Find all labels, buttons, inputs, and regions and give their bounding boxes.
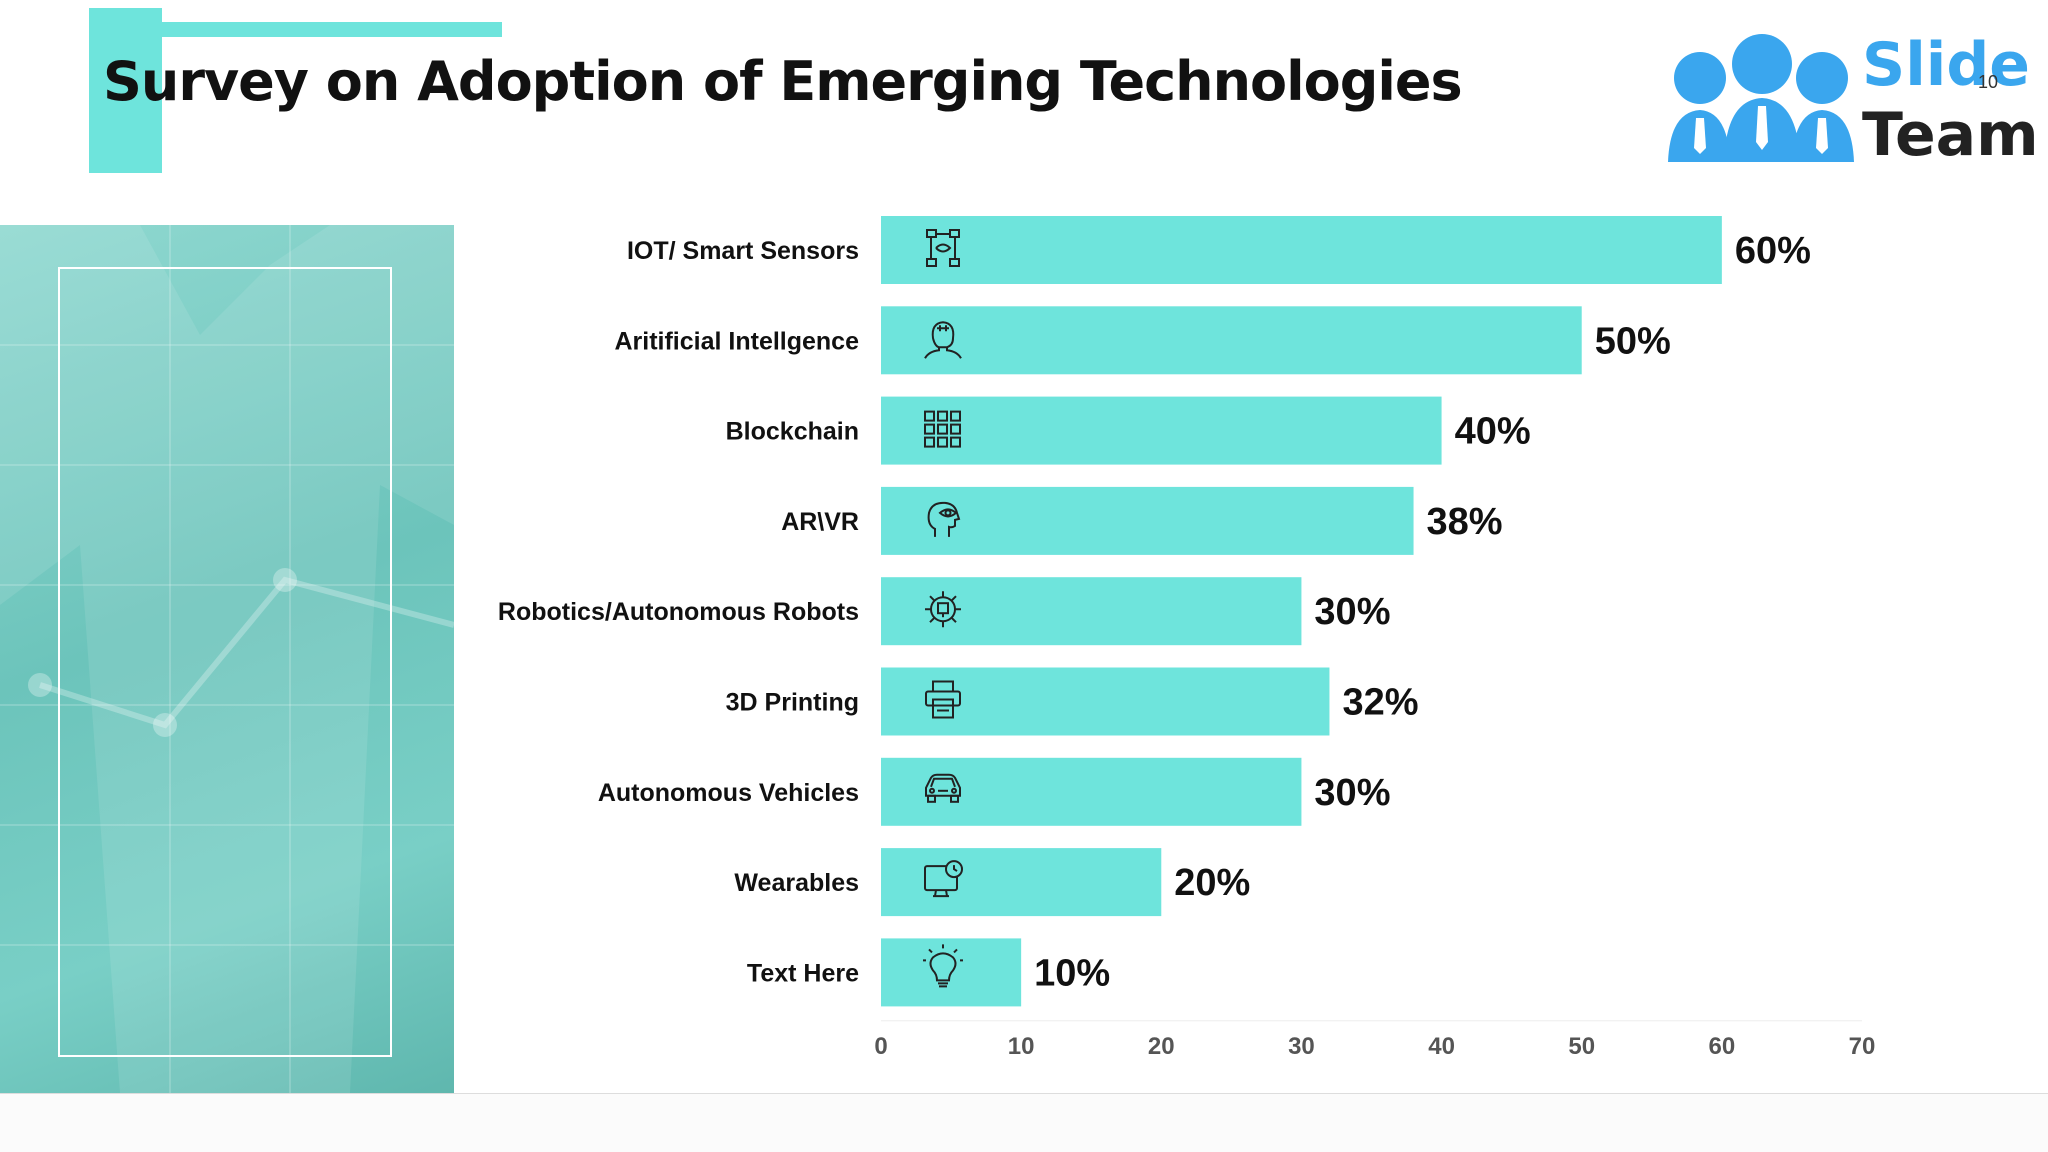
vr-head-eye-icon <box>927 501 961 537</box>
x-tick-label: 50 <box>1568 1033 1595 1060</box>
footer-divider <box>0 1093 2048 1094</box>
x-tick-label: 0 <box>874 1033 887 1060</box>
printer-icon <box>925 680 961 719</box>
slideteam-logo: Slide Team <box>1660 24 2039 174</box>
photo-overlay-graphic <box>0 225 454 1093</box>
value-label: 38% <box>1427 501 1503 543</box>
category-label: Text Here <box>747 959 859 987</box>
x-tick-label: 70 <box>1849 1033 1876 1060</box>
value-label: 20% <box>1174 862 1250 904</box>
bar-6 <box>881 667 1330 736</box>
value-label: 50% <box>1595 320 1671 362</box>
robot-gear-icon <box>925 591 961 628</box>
car-icon <box>925 773 961 803</box>
value-label: 30% <box>1314 591 1390 633</box>
logo-text-team: Team <box>1862 100 2039 170</box>
title-accent-line <box>162 22 502 37</box>
x-tick-label: 20 <box>1148 1033 1175 1060</box>
monitor-clock-icon <box>924 860 963 898</box>
x-tick-label: 40 <box>1428 1033 1455 1060</box>
bar-4 <box>881 486 1414 555</box>
ai-head-icon <box>924 321 962 359</box>
category-label: Robotics/Autonomous Robots <box>498 598 859 626</box>
category-label: AR\VR <box>781 508 859 536</box>
value-label: 32% <box>1342 682 1418 724</box>
value-label: 40% <box>1455 411 1531 453</box>
photo-frame <box>58 267 392 1057</box>
people-logo-icon <box>1668 34 1854 162</box>
x-tick-label: 10 <box>1008 1033 1035 1060</box>
footer-band <box>0 1094 2048 1152</box>
title-accent-block <box>89 8 162 173</box>
x-tick-label: 30 <box>1288 1033 1315 1060</box>
category-label: Aritificial Intellgence <box>614 327 859 355</box>
bar-1 <box>881 216 1722 284</box>
side-photo-businessman <box>0 225 454 1093</box>
value-label: 30% <box>1314 772 1390 814</box>
bar-7 <box>881 757 1302 826</box>
bar-8 <box>881 848 1162 917</box>
network-sensors-icon <box>926 229 960 267</box>
value-label: 60% <box>1735 230 1811 272</box>
category-label: Autonomous Vehicles <box>598 779 859 807</box>
logo-text-slide: Slide <box>1862 30 2030 100</box>
slide-number: 10 <box>1978 72 1999 92</box>
category-label: Wearables <box>734 869 859 897</box>
x-tick-label: 60 <box>1709 1033 1736 1060</box>
value-label: 10% <box>1034 952 1110 994</box>
bar-5 <box>881 577 1302 646</box>
category-label: 3D Printing <box>726 689 859 717</box>
lightbulb-icon <box>923 944 963 988</box>
bar-2 <box>881 306 1582 375</box>
bar-3 <box>881 396 1442 465</box>
page-title: Survey on Adoption of Emerging Technolog… <box>103 50 1463 113</box>
blockchain-grid-icon <box>924 410 961 448</box>
category-label: IOT/ Smart Sensors <box>627 237 859 265</box>
adoption-bar-chart: IOT/ Smart Sensors 60% Aritificial Intellg… <box>498 216 1876 1060</box>
category-label: Blockchain <box>726 418 859 446</box>
